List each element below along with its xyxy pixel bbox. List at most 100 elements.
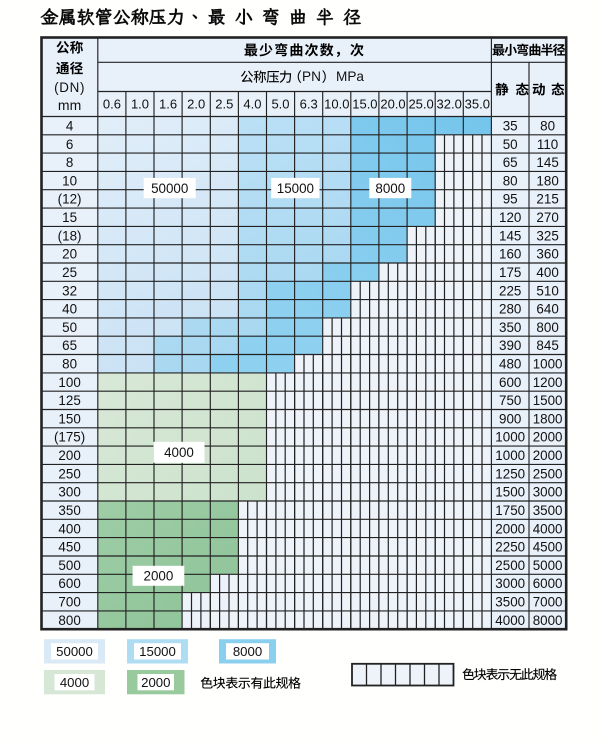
svg-text:(DN): (DN) — [54, 80, 85, 95]
svg-text:145: 145 — [499, 228, 521, 243]
svg-text:6: 6 — [66, 137, 73, 152]
svg-text:3500: 3500 — [495, 595, 525, 610]
svg-text:3000: 3000 — [495, 576, 525, 591]
svg-text:350: 350 — [58, 503, 80, 518]
svg-text:8: 8 — [66, 155, 73, 170]
svg-text:1750: 1750 — [495, 503, 525, 518]
svg-text:200: 200 — [58, 448, 80, 463]
svg-text:1.6: 1.6 — [159, 97, 177, 112]
svg-text:25.0: 25.0 — [408, 97, 433, 112]
svg-text:300: 300 — [58, 485, 80, 500]
svg-text:400: 400 — [536, 265, 558, 280]
svg-text:35.0: 35.0 — [465, 97, 490, 112]
svg-text:400: 400 — [58, 521, 80, 536]
svg-text:25: 25 — [62, 265, 77, 280]
svg-text:3000: 3000 — [533, 485, 563, 500]
svg-text:80: 80 — [62, 357, 77, 372]
svg-text:PN: PN — [302, 69, 321, 84]
svg-text:2.0: 2.0 — [187, 97, 205, 112]
svg-text:750: 750 — [499, 393, 521, 408]
svg-text:145: 145 — [536, 155, 558, 170]
svg-text:32.0: 32.0 — [437, 97, 462, 112]
svg-text:1250: 1250 — [495, 466, 525, 481]
svg-text:(18): (18) — [58, 228, 82, 243]
svg-text:700: 700 — [58, 595, 80, 610]
svg-text:20: 20 — [62, 247, 77, 262]
svg-text:480: 480 — [499, 357, 521, 372]
svg-text:2000: 2000 — [144, 569, 174, 584]
svg-text:4000: 4000 — [164, 445, 194, 460]
svg-text:350: 350 — [499, 320, 521, 335]
svg-text:1200: 1200 — [533, 375, 563, 390]
svg-text:10.0: 10.0 — [324, 97, 349, 112]
svg-text:110: 110 — [537, 137, 558, 152]
svg-text:120: 120 — [499, 210, 521, 225]
svg-text:0.6: 0.6 — [103, 97, 121, 112]
svg-text:50: 50 — [503, 137, 518, 152]
svg-text:510: 510 — [536, 283, 558, 298]
svg-text:4: 4 — [66, 119, 74, 134]
svg-text:150: 150 — [58, 411, 80, 426]
svg-text:2250: 2250 — [495, 540, 525, 555]
svg-text:325: 325 — [536, 228, 558, 243]
svg-text:600: 600 — [58, 576, 80, 591]
svg-text:600: 600 — [499, 375, 521, 390]
svg-text:280: 280 — [499, 302, 521, 317]
svg-text:65: 65 — [62, 338, 77, 353]
svg-text:175: 175 — [499, 265, 521, 280]
svg-text:3500: 3500 — [533, 503, 563, 518]
svg-text:125: 125 — [58, 393, 80, 408]
svg-text:845: 845 — [536, 338, 558, 353]
svg-text:2000: 2000 — [495, 521, 525, 536]
svg-text:(175): (175) — [54, 430, 85, 445]
svg-text:mm: mm — [58, 97, 81, 113]
svg-text:80: 80 — [540, 119, 555, 134]
svg-text:32: 32 — [62, 283, 77, 298]
svg-text:20.0: 20.0 — [380, 97, 405, 112]
svg-text:5000: 5000 — [533, 558, 563, 573]
svg-text:800: 800 — [58, 613, 80, 628]
svg-text:35: 35 — [503, 119, 518, 134]
svg-text:1000: 1000 — [533, 357, 563, 372]
svg-text:15.0: 15.0 — [352, 97, 377, 112]
svg-text:2000: 2000 — [141, 675, 170, 690]
svg-text:640: 640 — [536, 302, 558, 317]
svg-text:4000: 4000 — [495, 613, 525, 628]
svg-text:4000: 4000 — [533, 521, 563, 536]
svg-text:50: 50 — [62, 320, 77, 335]
svg-text:4000: 4000 — [60, 675, 89, 690]
svg-text:1500: 1500 — [533, 393, 563, 408]
svg-text:900: 900 — [499, 411, 521, 426]
svg-text:15000: 15000 — [139, 644, 176, 659]
svg-text:50000: 50000 — [151, 181, 188, 196]
svg-text:2.5: 2.5 — [215, 97, 233, 112]
svg-text:100: 100 — [58, 375, 80, 390]
svg-text:MPa: MPa — [336, 69, 364, 84]
svg-text:360: 360 — [536, 247, 558, 262]
svg-text:1000: 1000 — [495, 448, 525, 463]
svg-text:8000: 8000 — [233, 644, 262, 659]
svg-text:40: 40 — [62, 302, 77, 317]
svg-text:1500: 1500 — [495, 485, 525, 500]
svg-text:4500: 4500 — [533, 540, 563, 555]
svg-text:65: 65 — [503, 155, 518, 170]
svg-text:(12): (12) — [58, 192, 82, 207]
svg-text:800: 800 — [536, 320, 558, 335]
svg-text:10: 10 — [62, 173, 77, 188]
svg-text:1800: 1800 — [533, 411, 563, 426]
svg-text:8000: 8000 — [375, 181, 405, 196]
svg-text:500: 500 — [58, 558, 80, 573]
svg-text:1000: 1000 — [495, 430, 525, 445]
svg-text:2000: 2000 — [533, 448, 563, 463]
svg-text:95: 95 — [503, 192, 518, 207]
svg-text:390: 390 — [499, 338, 521, 353]
svg-text:50000: 50000 — [56, 644, 93, 659]
svg-text:215: 215 — [536, 192, 558, 207]
svg-text:15: 15 — [62, 210, 77, 225]
svg-text:225: 225 — [499, 283, 521, 298]
svg-text:5.0: 5.0 — [271, 97, 289, 112]
svg-text:15000: 15000 — [277, 181, 314, 196]
svg-text:160: 160 — [499, 247, 521, 262]
svg-text:2500: 2500 — [533, 466, 563, 481]
svg-text:6.3: 6.3 — [300, 97, 318, 112]
